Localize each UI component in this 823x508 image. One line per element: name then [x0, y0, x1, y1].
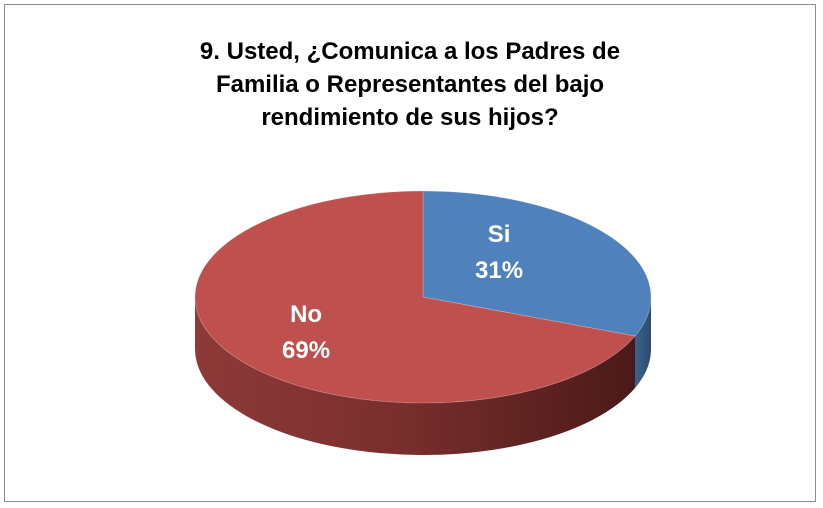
pie-slices: Si 31% No 69% — [194, 190, 652, 456]
slice-label-name-si: Si — [488, 221, 511, 248]
pie-slice-si — [422, 190, 652, 337]
chart-title-line-2: Familia o Representantes del bajo — [215, 71, 605, 98]
pie-slice-side-si — [634, 297, 651, 389]
pie-slice-side-no — [195, 297, 635, 456]
chart-title-line-3: rendimiento de sus hijos? — [261, 104, 559, 131]
slice-label-name-no: No — [290, 301, 322, 328]
pie-slice-no — [194, 190, 636, 404]
slice-label-value-no: 69% — [282, 337, 330, 364]
chart-title: 9. Usted, ¿Comunica a los Padres de Fami… — [5, 35, 815, 134]
slice-label-value-si: 31% — [475, 257, 523, 284]
chart-title-line-1: 9. Usted, ¿Comunica a los Padres de — [199, 38, 621, 65]
